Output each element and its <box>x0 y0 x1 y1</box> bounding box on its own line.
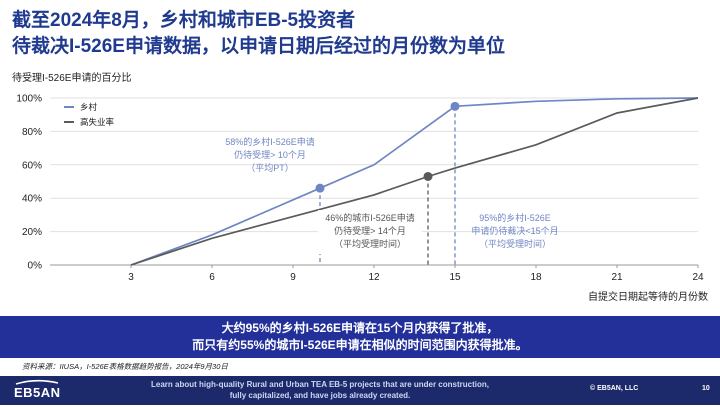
x-tick-label: 9 <box>290 272 296 283</box>
y-tick-label: 60% <box>22 160 42 171</box>
eb5an-logo: EB5AN <box>14 379 72 402</box>
x-tick-label: 3 <box>128 272 134 283</box>
x-tick-label: 24 <box>692 272 704 283</box>
rural-series-line <box>130 97 699 266</box>
y-axis-label: 待受理I-526E申请的百分比 <box>12 73 132 84</box>
source-note: 资料来源：IIUSA，I-526E表格数据趋势报告，2024年9月30日 <box>22 362 228 371</box>
annotation-text: 申请仍待裁决<15个月 <box>471 225 558 236</box>
footer-bar: EB5AN Learn about high-quality Rural and… <box>0 376 720 405</box>
annotation-text: 仍待受理> 14个月 <box>334 225 406 236</box>
annotation-text: （平均PT） <box>246 162 294 173</box>
title-line-2: 待裁决I-526E申请数据，以申请日期后经过的月份数为单位 <box>12 36 505 57</box>
page-number: 10 <box>702 385 710 392</box>
rural-month-15-marker <box>450 101 460 111</box>
footer-message: Learn about high-quality Rural and Urban… <box>110 379 530 401</box>
annotation-text: 仍待受理> 10个月 <box>234 149 306 160</box>
title-line-1: 截至2024年8月，乡村和城市EB-5投资者 <box>12 10 356 31</box>
legend-entry: 乡村 <box>80 102 98 112</box>
annotation-text: 46%的城市I-526E申请 <box>325 212 415 223</box>
urban-month-14-marker <box>423 171 433 181</box>
y-tick-label: 100% <box>16 94 42 105</box>
x-tick-label: 15 <box>449 272 461 283</box>
rural-month-10-marker <box>315 183 325 193</box>
y-tick-label: 20% <box>22 227 42 238</box>
banner-line-1: 大约95%的乡村I-526E申请在15个月内获得了批准， <box>221 321 499 335</box>
x-tick-label: 21 <box>611 272 623 283</box>
slide-title: 截至2024年8月，乡村和城市EB-5投资者 待裁决I-526E申请数据，以申请… <box>12 8 712 60</box>
legend-entry: 高失业率 <box>80 117 115 127</box>
annotation-text: （平均受理时间） <box>334 238 406 249</box>
y-tick-label: 80% <box>22 127 42 138</box>
x-tick-label: 18 <box>530 272 542 283</box>
x-tick-label: 12 <box>368 272 380 283</box>
x-tick-label: 6 <box>209 272 215 283</box>
annotation-text: （平均受理时间） <box>479 238 551 249</box>
y-tick-label: 0% <box>28 261 43 272</box>
logo-swoosh-icon <box>15 379 59 385</box>
footer-message-line-2: fully capitalized, and have jobs already… <box>229 391 411 400</box>
key-takeaway-banner: 大约95%的乡村I-526E申请在15个月内获得了批准， 而只有约55%的城市I… <box>0 316 720 358</box>
annotation-text: 95%的乡村I-526E <box>479 212 551 223</box>
copyright: © EB5AN, LLC <box>590 385 639 392</box>
x-axis-label: 自提交日期起等待的月份数 <box>588 290 708 303</box>
y-tick-label: 40% <box>22 194 42 205</box>
annotation-background <box>318 210 422 254</box>
logo-text: EB5AN <box>14 385 61 400</box>
annotation-text: 58%的乡村I-526E申请 <box>225 136 315 147</box>
footer-message-line-1: Learn about high-quality Rural and Urban… <box>151 380 489 389</box>
pending-applications-chart: 0% 20% 40% 60% 80% 100% 3 6 9 12 15 18 21 24 自提交日期起等待的… <box>16 94 708 304</box>
banner-line-2: 而只有约55%的城市I-526E申请在相似的时间范围内获得批准。 <box>192 338 528 352</box>
